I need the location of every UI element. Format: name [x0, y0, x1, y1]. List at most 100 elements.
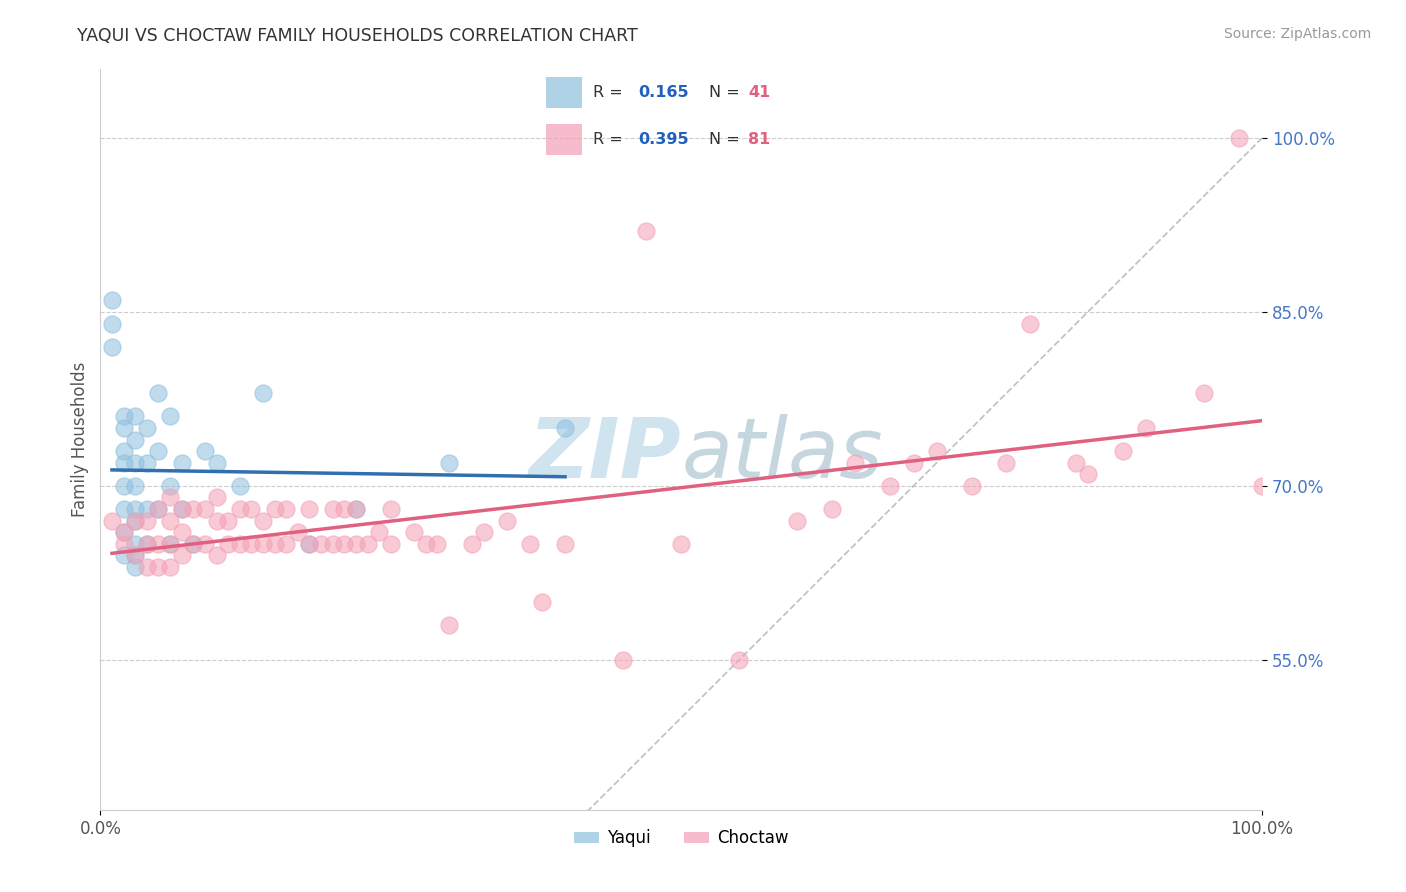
Point	[461, 537, 484, 551]
Bar	[546, 77, 582, 108]
Point	[124, 549, 146, 563]
Point	[135, 456, 157, 470]
Point	[995, 456, 1018, 470]
Point	[309, 537, 332, 551]
Point	[159, 491, 181, 505]
Text: 81: 81	[748, 132, 770, 147]
Point	[229, 479, 252, 493]
Point	[101, 293, 124, 308]
Point	[135, 514, 157, 528]
Point	[194, 502, 217, 516]
Point	[437, 618, 460, 632]
Point	[124, 560, 146, 574]
Point	[252, 386, 274, 401]
Point	[205, 514, 228, 528]
Point	[844, 456, 866, 470]
Point	[402, 525, 425, 540]
Point	[112, 549, 135, 563]
Point	[287, 525, 309, 540]
Point	[1135, 421, 1157, 435]
Text: YAQUI VS CHOCTAW FAMILY HOUSEHOLDS CORRELATION CHART: YAQUI VS CHOCTAW FAMILY HOUSEHOLDS CORRE…	[77, 27, 638, 45]
Point	[344, 502, 367, 516]
Point	[612, 653, 634, 667]
Point	[101, 317, 124, 331]
Point	[960, 479, 983, 493]
Point	[1064, 456, 1087, 470]
Point	[148, 560, 170, 574]
Text: atlas: atlas	[681, 414, 883, 495]
Point	[380, 537, 402, 551]
Point	[344, 537, 367, 551]
Point	[252, 537, 274, 551]
Point	[159, 514, 181, 528]
Point	[554, 421, 576, 435]
Point	[1227, 131, 1250, 145]
Point	[415, 537, 437, 551]
Point	[124, 549, 146, 563]
Point	[437, 456, 460, 470]
Point	[322, 502, 344, 516]
Point	[426, 537, 449, 551]
Point	[554, 537, 576, 551]
Text: 0.165: 0.165	[638, 85, 689, 100]
Point	[112, 409, 135, 424]
Point	[159, 537, 181, 551]
Point	[101, 514, 124, 528]
Point	[229, 502, 252, 516]
Point	[148, 502, 170, 516]
Point	[344, 502, 367, 516]
Point	[170, 502, 193, 516]
Point	[135, 560, 157, 574]
Point	[124, 409, 146, 424]
Point	[148, 537, 170, 551]
Point	[472, 525, 495, 540]
Point	[1018, 317, 1040, 331]
Text: N =: N =	[709, 132, 745, 147]
Point	[356, 537, 378, 551]
Point	[821, 502, 844, 516]
Point	[112, 502, 135, 516]
Point	[124, 456, 146, 470]
Point	[112, 421, 135, 435]
Point	[159, 537, 181, 551]
Point	[124, 502, 146, 516]
Point	[217, 537, 239, 551]
Point	[380, 502, 402, 516]
Point	[728, 653, 751, 667]
Point	[135, 421, 157, 435]
Point	[194, 444, 217, 458]
Point	[333, 502, 356, 516]
Point	[124, 537, 146, 551]
Point	[112, 525, 135, 540]
Point	[112, 537, 135, 551]
Legend: Yaqui, Choctaw: Yaqui, Choctaw	[567, 822, 796, 855]
Point	[194, 537, 217, 551]
Point	[112, 456, 135, 470]
Text: N =: N =	[709, 85, 745, 100]
Point	[148, 502, 170, 516]
Point	[276, 502, 298, 516]
Point	[1077, 467, 1099, 482]
Point	[669, 537, 692, 551]
Point	[124, 433, 146, 447]
Point	[263, 537, 285, 551]
Point	[925, 444, 948, 458]
Text: R =: R =	[593, 85, 628, 100]
Point	[205, 549, 228, 563]
Point	[786, 514, 808, 528]
Point	[205, 456, 228, 470]
Point	[135, 537, 157, 551]
Point	[148, 386, 170, 401]
Text: Source: ZipAtlas.com: Source: ZipAtlas.com	[1223, 27, 1371, 41]
Point	[263, 502, 285, 516]
Text: ZIP: ZIP	[529, 414, 681, 495]
Point	[170, 549, 193, 563]
Point	[240, 502, 263, 516]
Point	[1111, 444, 1133, 458]
Point	[1251, 479, 1274, 493]
Y-axis label: Family Households: Family Households	[72, 362, 89, 517]
Point	[159, 560, 181, 574]
Point	[322, 537, 344, 551]
Point	[276, 537, 298, 551]
Point	[135, 537, 157, 551]
